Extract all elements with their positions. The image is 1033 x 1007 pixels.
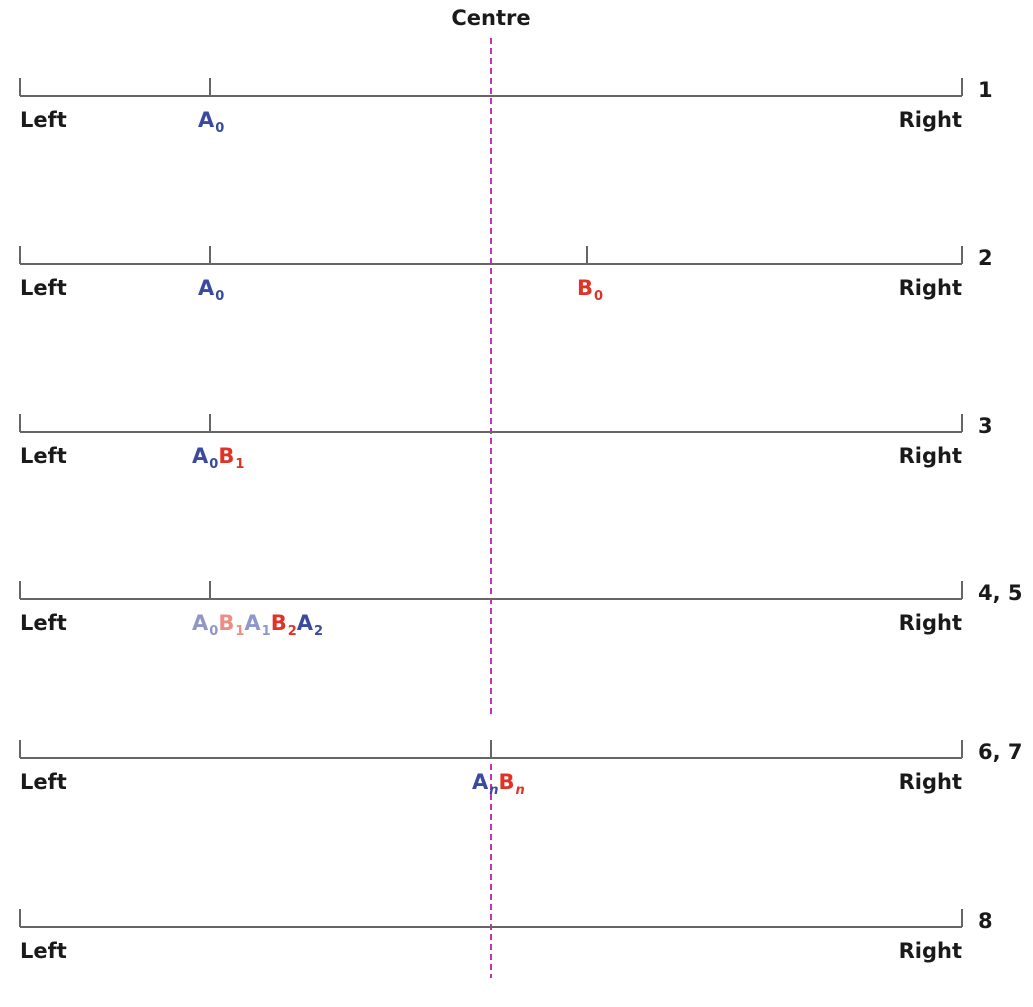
label-group: A0B1A1B2A2 [192, 611, 323, 639]
right-label: Right [898, 444, 962, 468]
axis-row-4 [19, 581, 963, 600]
label-b1: B1 [218, 444, 245, 472]
axis-row-6 [19, 909, 963, 928]
left-label: Left [20, 444, 67, 468]
step-number: 8 [978, 909, 993, 933]
step-number: 3 [978, 414, 993, 438]
right-label: Right [898, 108, 962, 132]
axis-row-5 [19, 740, 963, 759]
row-4: 4, 5 Left A0B1A1B2A2 Right [0, 581, 1033, 679]
label-an: An [472, 770, 499, 798]
label-bn: Bn [498, 770, 525, 798]
right-label: Right [898, 770, 962, 794]
axis-row-3 [19, 414, 963, 433]
label-b0: B0 [577, 276, 604, 304]
label-a0: A0 [192, 444, 219, 472]
axis-row-2 [19, 246, 963, 265]
left-label: Left [20, 611, 67, 635]
diagram-lines [19, 38, 963, 978]
label-a0: A0 [192, 611, 219, 639]
step-number: 1 [978, 78, 993, 102]
left-label: Left [20, 108, 67, 132]
row-1: 1 Left A0 Right [0, 78, 1033, 176]
right-label: Right [898, 939, 962, 963]
right-label: Right [898, 276, 962, 300]
left-label: Left [20, 939, 67, 963]
label-b2: B2 [270, 611, 297, 639]
centre-label: Centre [451, 6, 531, 30]
label-a2: A2 [296, 611, 324, 639]
label-a0: A0 [198, 108, 225, 136]
row-5: 6, 7 Left AnBn Right [0, 740, 1033, 838]
label-a1: A1 [244, 611, 271, 639]
row-2: 2 Left A0 B0 Right [0, 246, 1033, 344]
row-3: 3 Left A0B1 Right [0, 414, 1033, 512]
step-number: 6, 7 [978, 740, 1023, 764]
label-b1: B1 [218, 611, 245, 639]
left-label: Left [20, 276, 67, 300]
left-label: Left [20, 770, 67, 794]
row-6: 8 Left Right [0, 909, 1033, 1007]
step-number: 2 [978, 246, 993, 270]
step-number: 4, 5 [978, 581, 1023, 605]
label-group: AnBn [472, 770, 525, 798]
label-group: A0B1 [192, 444, 244, 472]
right-label: Right [898, 611, 962, 635]
axis-row-1 [19, 78, 963, 97]
label-a0: A0 [198, 276, 225, 304]
